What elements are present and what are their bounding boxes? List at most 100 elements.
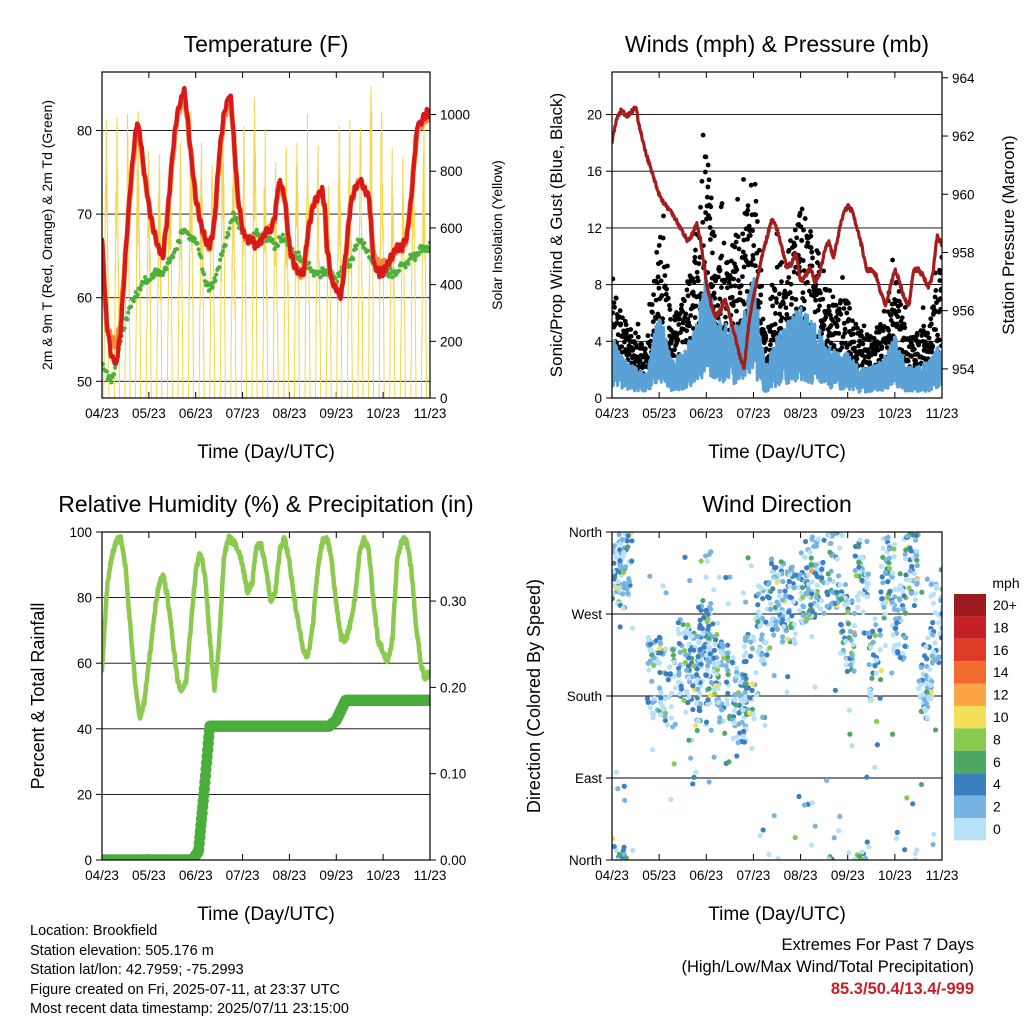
direction-point <box>911 571 918 577</box>
direction-point <box>769 568 775 575</box>
gust-point <box>711 290 717 296</box>
panel-3: Relative Humidity (%) & Precipitation (i… <box>28 491 474 925</box>
direction-point <box>685 622 691 628</box>
gust-point <box>821 323 827 328</box>
gust-point <box>779 315 785 321</box>
direction-point <box>683 709 689 715</box>
gust-point <box>769 282 775 288</box>
direction-point <box>939 586 942 592</box>
dewpoint-point <box>135 292 140 297</box>
direction-point <box>897 571 903 577</box>
dewpoint-point <box>403 265 408 270</box>
direction-point <box>649 652 655 658</box>
direction-point <box>761 656 767 662</box>
gust-point <box>866 347 871 353</box>
direction-point <box>801 802 808 808</box>
direction-point <box>725 642 731 648</box>
direction-point <box>704 618 710 625</box>
x-tick-label: 07/23 <box>226 406 260 421</box>
direction-point <box>873 657 879 663</box>
gust-point <box>667 303 672 308</box>
direction-point <box>647 705 653 711</box>
direction-point <box>612 544 616 551</box>
direction-point <box>870 652 876 658</box>
gust-point <box>693 303 699 309</box>
direction-point <box>928 689 935 695</box>
direction-point <box>877 695 883 701</box>
direction-point <box>814 602 820 608</box>
direction-point <box>806 611 812 618</box>
gust-point <box>619 344 625 350</box>
extremes-block: Extremes For Past 7 Days (High/Low/Max W… <box>681 934 974 1000</box>
gust-point <box>725 259 731 265</box>
direction-point <box>667 671 673 677</box>
direction-point <box>622 797 628 803</box>
gust-point <box>800 290 806 296</box>
gust-point <box>744 211 750 217</box>
direction-point <box>617 547 623 553</box>
gust-point <box>633 330 638 336</box>
gust-point <box>809 249 815 255</box>
dewpoint-point <box>354 243 360 248</box>
direction-point <box>924 576 930 582</box>
direction-point <box>786 609 792 615</box>
y2-tick-label: 964 <box>952 71 975 86</box>
direction-point <box>886 565 893 572</box>
gust-point <box>702 169 708 175</box>
gust-point <box>674 332 680 338</box>
direction-point <box>828 601 834 607</box>
gust-point <box>792 243 798 248</box>
dewpoint-point <box>160 272 166 278</box>
direction-point <box>670 652 676 658</box>
y-tick-label: West <box>571 607 602 622</box>
gust-point <box>932 294 938 300</box>
solar-day-line <box>177 142 184 398</box>
direction-point <box>932 727 939 733</box>
direction-point <box>910 801 916 807</box>
direction-point <box>902 643 908 649</box>
direction-point <box>907 532 913 536</box>
direction-point <box>936 620 942 626</box>
gust-point <box>676 322 682 327</box>
gust-point <box>700 132 706 138</box>
gust-point <box>745 207 751 213</box>
gust-point <box>861 323 867 329</box>
gust-point <box>785 315 791 321</box>
gust-point <box>729 294 735 300</box>
gust-point <box>753 263 758 269</box>
direction-point <box>647 573 653 579</box>
dewpoint-point <box>230 217 235 222</box>
direction-point <box>621 550 627 556</box>
gust-point <box>825 338 830 343</box>
direction-point <box>846 850 852 856</box>
direction-point <box>826 856 832 860</box>
direction-point <box>768 561 775 567</box>
gust-point <box>655 280 660 286</box>
gust-point <box>719 253 725 259</box>
direction-point <box>877 676 884 683</box>
direction-point <box>907 545 913 551</box>
direction-point <box>768 557 774 563</box>
solar-day-line <box>378 111 385 398</box>
dewpoint-point <box>348 263 353 268</box>
direction-point <box>845 609 851 615</box>
direction-point <box>620 605 626 611</box>
direction-point <box>755 609 761 615</box>
dewpoint-point <box>254 227 259 232</box>
gust-point <box>683 311 689 317</box>
rh-line <box>102 533 430 721</box>
direction-point <box>624 538 630 544</box>
gust-point <box>938 306 942 312</box>
x-tick-label: 07/23 <box>226 868 260 883</box>
direction-point <box>619 536 625 543</box>
y2-axis-label: Station Pressure (Maroon) <box>999 135 1018 334</box>
direction-point <box>753 692 760 698</box>
direction-point <box>771 813 777 819</box>
gust-point <box>736 278 741 283</box>
gust-point <box>777 311 783 317</box>
gust-point <box>898 302 904 308</box>
direction-point <box>768 620 775 627</box>
y-axis-label: Sonic/Prop Wind & Gust (Blue, Black) <box>547 93 566 377</box>
direction-point <box>685 699 691 706</box>
direction-point <box>620 569 627 575</box>
